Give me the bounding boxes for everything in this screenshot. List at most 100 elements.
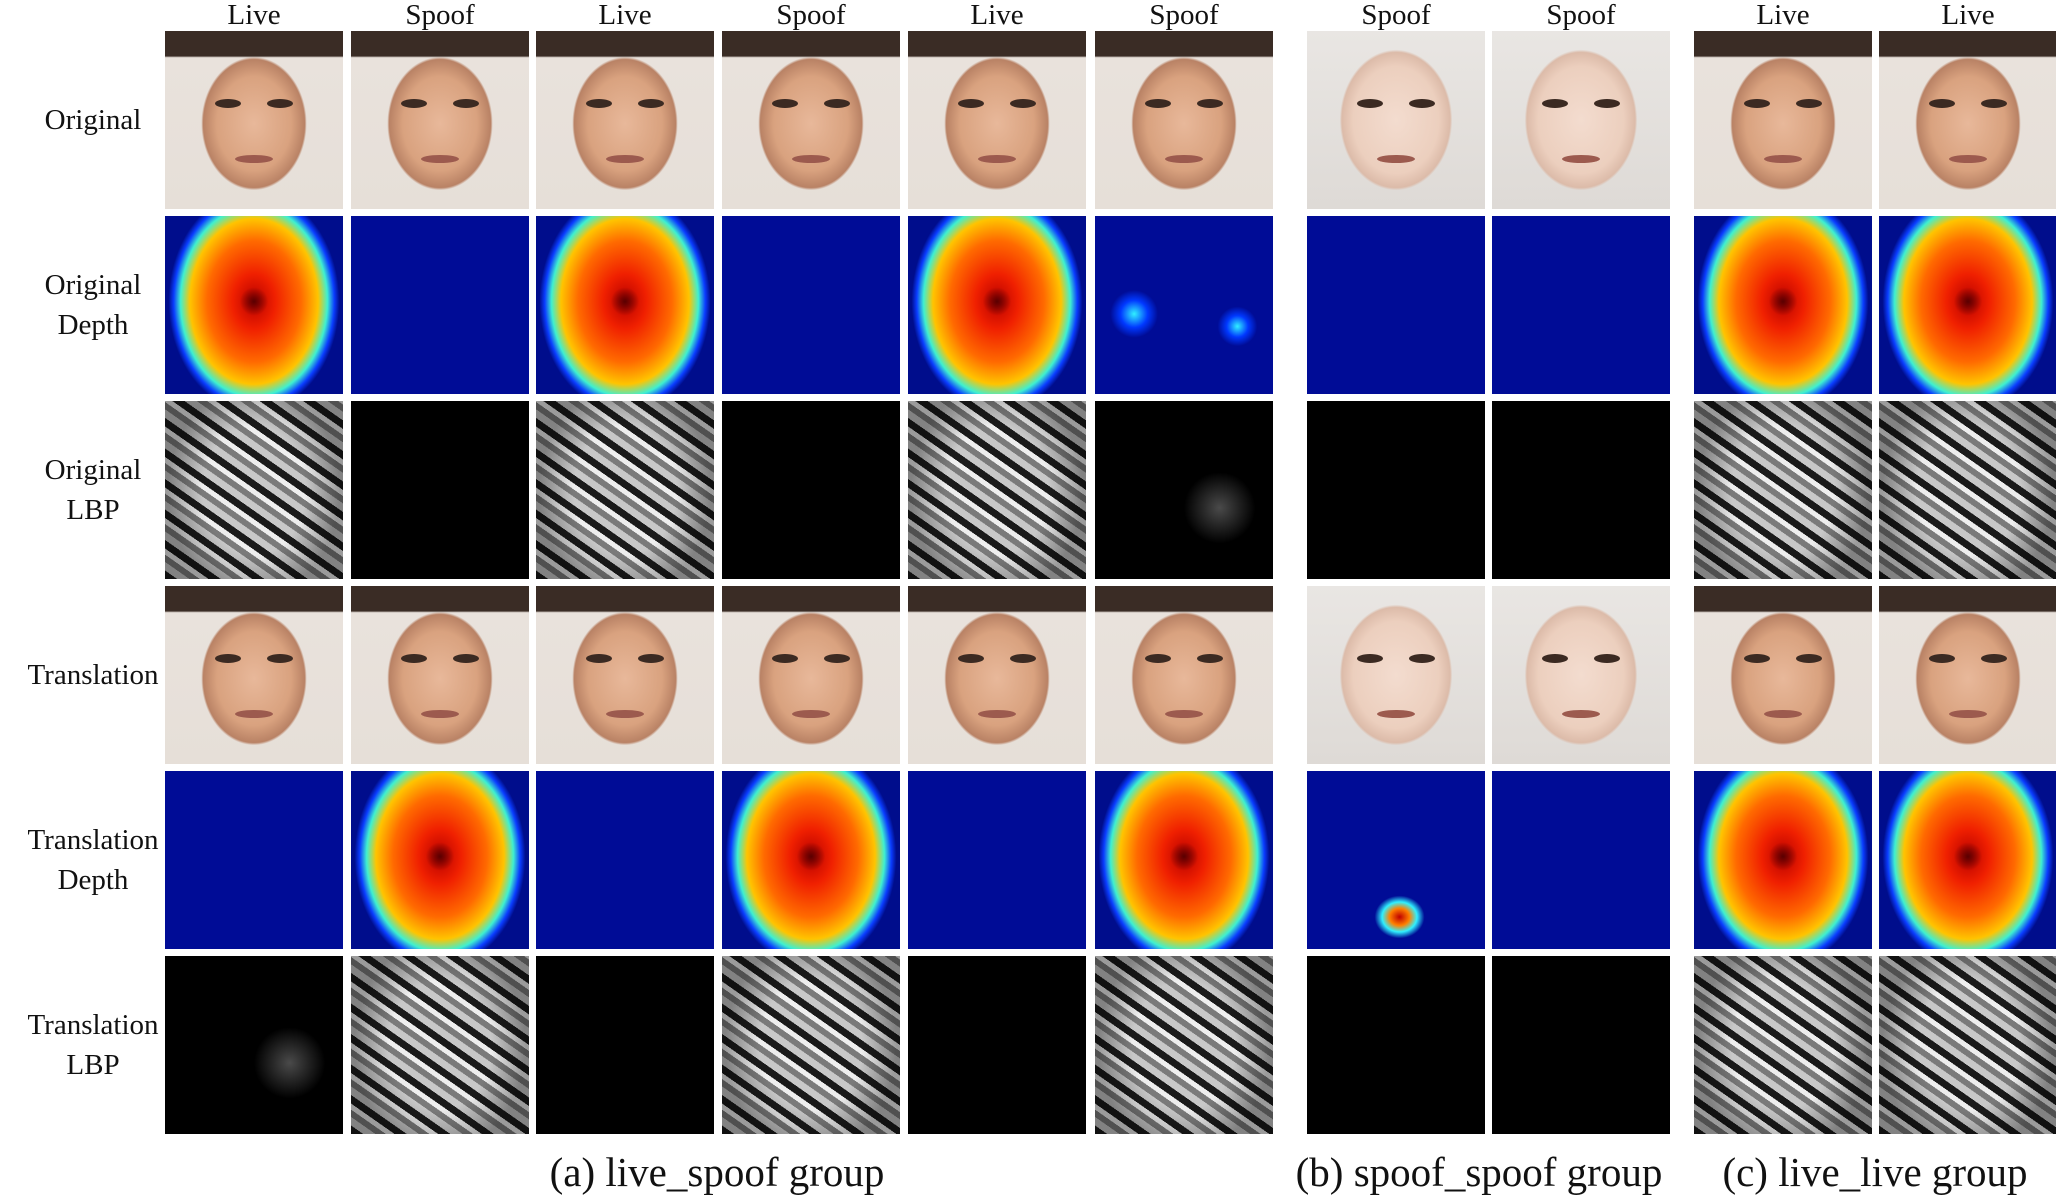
face-image: [1694, 31, 1872, 209]
depth-map: [351, 216, 529, 394]
lbp-map: [1307, 401, 1485, 579]
face-mouth: [606, 710, 644, 718]
face-eye: [1409, 654, 1435, 663]
face-eye: [215, 654, 241, 663]
face-mouth: [421, 155, 459, 163]
face-eye: [1594, 99, 1620, 108]
lbp-map: [165, 401, 343, 579]
face-image: [1879, 586, 2056, 764]
depth-map: [165, 771, 343, 949]
face-mouth: [235, 710, 273, 718]
face-image: [1492, 586, 1670, 764]
row-label-line: Translation: [27, 1009, 159, 1041]
depth-map: [1694, 216, 1872, 394]
face-image: [536, 31, 714, 209]
face-mouth: [1377, 710, 1415, 718]
face-eye: [453, 654, 479, 663]
depth-map: [165, 216, 343, 394]
lbp-map: [536, 956, 714, 1134]
face-eye: [1744, 654, 1770, 663]
face-eye: [638, 99, 664, 108]
face-eye: [1197, 99, 1223, 108]
face-eye: [1981, 654, 2007, 663]
face-mouth: [978, 155, 1016, 163]
lbp-map: [1095, 401, 1273, 579]
column-header: Live: [227, 0, 281, 31]
lbp-map: [1095, 956, 1273, 1134]
depth-map: [536, 216, 714, 394]
lbp-map: [908, 401, 1086, 579]
face-mouth: [1562, 155, 1600, 163]
row-label: Original Depth: [0, 265, 186, 345]
depth-map: [1095, 216, 1273, 394]
face-eye: [1594, 654, 1620, 663]
row-label-line: LBP: [66, 1049, 120, 1081]
face-eye: [586, 99, 612, 108]
face-eye: [1796, 654, 1822, 663]
face-eye: [638, 654, 664, 663]
face-mouth: [606, 155, 644, 163]
face-image: [1694, 586, 1872, 764]
depth-map: [722, 771, 900, 949]
face-image: [165, 31, 343, 209]
face-image: [351, 586, 529, 764]
face-eye: [958, 99, 984, 108]
face-eye: [1010, 99, 1036, 108]
face-mouth: [421, 710, 459, 718]
face-mouth: [792, 155, 830, 163]
lbp-map: [1307, 956, 1485, 1134]
face-eye: [1357, 99, 1383, 108]
face-eye: [1010, 654, 1036, 663]
face-eye: [1981, 99, 2007, 108]
depth-map: [1879, 771, 2056, 949]
depth-map: [1879, 216, 2056, 394]
face-eye: [772, 654, 798, 663]
face-image: [1879, 31, 2056, 209]
lbp-map: [722, 401, 900, 579]
lbp-map: [1492, 401, 1670, 579]
face-mouth: [978, 710, 1016, 718]
face-eye: [267, 99, 293, 108]
face-eye: [401, 654, 427, 663]
lbp-map: [1879, 956, 2056, 1134]
lbp-map: [351, 956, 529, 1134]
column-header: Spoof: [1361, 0, 1431, 31]
face-image: [165, 586, 343, 764]
face-mouth: [1949, 155, 1987, 163]
face-image: [1095, 586, 1273, 764]
depth-map: [351, 771, 529, 949]
row-label-line: Original: [44, 454, 142, 486]
face-eye: [1145, 654, 1171, 663]
face-eye: [824, 99, 850, 108]
face-mouth: [1562, 710, 1600, 718]
lbp-map: [536, 401, 714, 579]
depth-map: [1307, 771, 1485, 949]
row-label: Translation Depth: [0, 820, 186, 900]
lbp-map: [1694, 401, 1872, 579]
group-caption: (a) live_spoof group: [549, 1149, 885, 1195]
column-header: Spoof: [405, 0, 475, 31]
depth-map: [1492, 216, 1670, 394]
face-image: [1307, 586, 1485, 764]
lbp-map: [1492, 956, 1670, 1134]
face-eye: [824, 654, 850, 663]
face-image: [722, 586, 900, 764]
face-eye: [772, 99, 798, 108]
column-header: Spoof: [1546, 0, 1616, 31]
row-label-line: Translation: [27, 824, 159, 856]
row-label-line: Original: [44, 104, 142, 136]
face-eye: [1197, 654, 1223, 663]
face-eye: [1542, 654, 1568, 663]
face-mouth: [1764, 155, 1802, 163]
face-eye: [215, 99, 241, 108]
lbp-map: [165, 956, 343, 1134]
face-eye: [1744, 99, 1770, 108]
row-label: Original LBP: [0, 450, 186, 530]
face-image: [722, 31, 900, 209]
row-label-line: Translation: [27, 659, 159, 691]
column-header: Live: [1756, 0, 1810, 31]
row-label-line: Depth: [57, 309, 129, 341]
face-eye: [453, 99, 479, 108]
depth-map: [1492, 771, 1670, 949]
face-eye: [401, 99, 427, 108]
